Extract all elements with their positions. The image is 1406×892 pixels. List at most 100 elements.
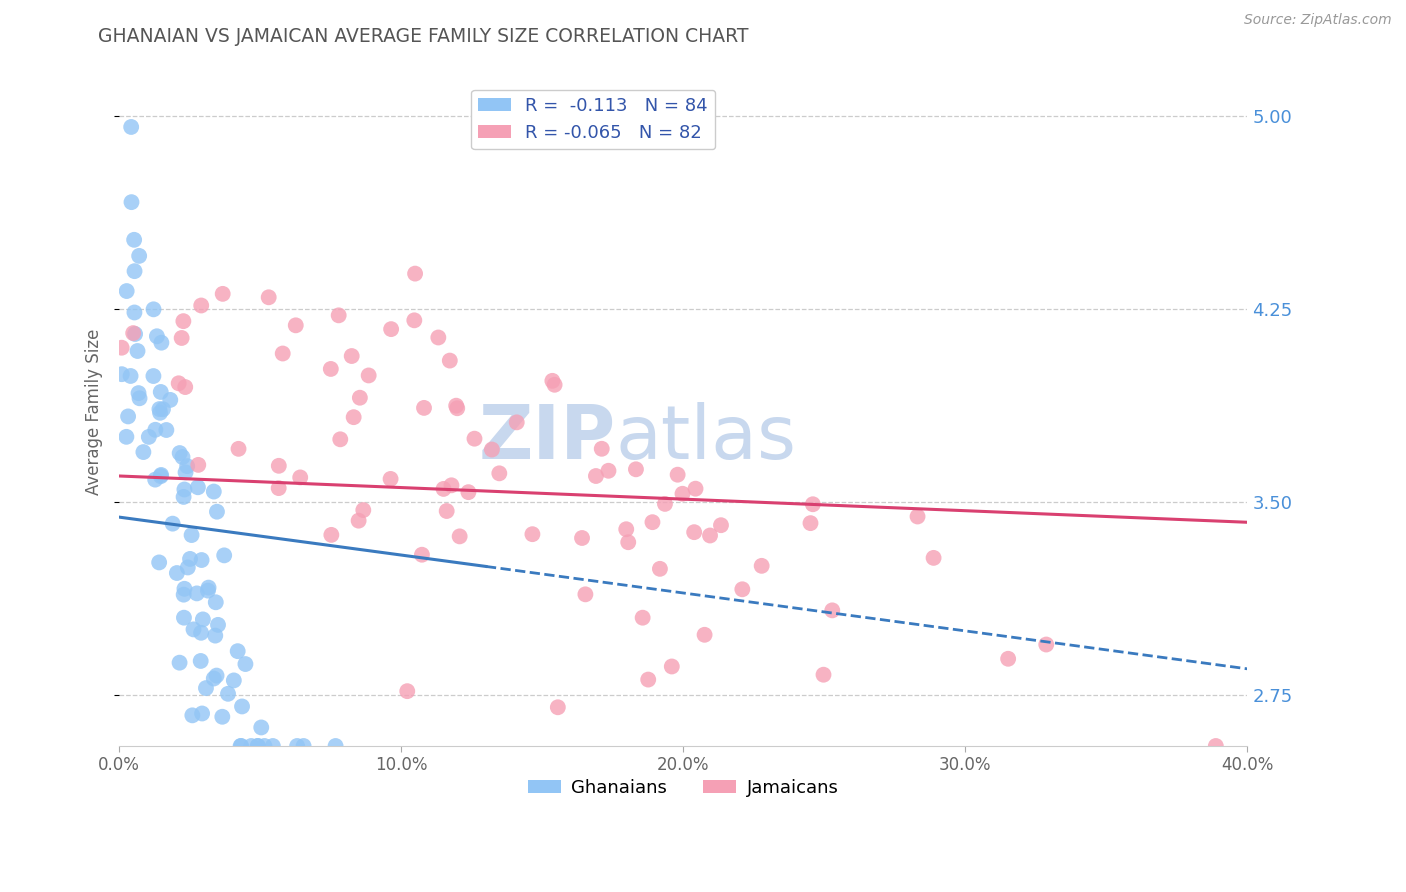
Point: [187, 458, 209, 472]
Point: [488, 467, 510, 481]
Point: [710, 518, 733, 533]
Point: [149, 406, 172, 420]
Point: [440, 478, 463, 492]
Point: [380, 322, 402, 336]
Y-axis label: Average Family Size: Average Family Size: [86, 328, 103, 495]
Point: [142, 369, 165, 384]
Legend: Ghanaians, Jamaicans: Ghanaians, Jamaicans: [520, 772, 846, 804]
Point: [228, 442, 250, 456]
Point: [173, 582, 195, 596]
Point: [235, 657, 257, 671]
Point: [120, 368, 142, 383]
Point: [641, 515, 664, 529]
Point: [190, 625, 212, 640]
Point: [404, 313, 426, 327]
Point: [115, 284, 138, 298]
Point: [231, 739, 253, 753]
Point: [543, 377, 565, 392]
Point: [1205, 739, 1227, 753]
Point: [352, 503, 374, 517]
Point: [821, 603, 844, 617]
Point: [111, 341, 134, 355]
Point: [111, 367, 134, 381]
Point: [173, 588, 195, 602]
Point: [143, 473, 166, 487]
Point: [179, 552, 201, 566]
Point: [997, 652, 1019, 666]
Point: [585, 469, 607, 483]
Point: [631, 610, 654, 624]
Point: [907, 509, 929, 524]
Point: [624, 462, 647, 476]
Point: [666, 467, 689, 482]
Point: [481, 442, 503, 457]
Point: [212, 549, 235, 563]
Point: [150, 335, 173, 350]
Point: [187, 480, 209, 494]
Point: [321, 528, 343, 542]
Point: [799, 516, 821, 530]
Point: [349, 391, 371, 405]
Point: [211, 286, 233, 301]
Point: [172, 450, 194, 464]
Point: [172, 314, 194, 328]
Point: [169, 446, 191, 460]
Point: [202, 672, 225, 686]
Point: [614, 522, 637, 536]
Point: [617, 535, 640, 549]
Point: [127, 343, 149, 358]
Point: [166, 566, 188, 580]
Point: [148, 556, 170, 570]
Point: [229, 739, 252, 753]
Point: [204, 629, 226, 643]
Point: [685, 482, 707, 496]
Point: [253, 739, 276, 753]
Point: [522, 527, 544, 541]
Point: [194, 681, 217, 695]
Point: [173, 610, 195, 624]
Point: [436, 504, 458, 518]
Point: [343, 410, 366, 425]
Point: [813, 667, 835, 681]
Point: [173, 483, 195, 497]
Point: [246, 739, 269, 753]
Point: [183, 623, 205, 637]
Point: [591, 442, 613, 456]
Point: [231, 699, 253, 714]
Point: [547, 700, 569, 714]
Point: [217, 687, 239, 701]
Point: [159, 392, 181, 407]
Point: [197, 581, 219, 595]
Point: [128, 249, 150, 263]
Point: [801, 497, 824, 511]
Point: [922, 550, 945, 565]
Point: [751, 558, 773, 573]
Point: [124, 326, 146, 341]
Text: ZIP: ZIP: [478, 402, 616, 475]
Point: [190, 298, 212, 312]
Point: [190, 553, 212, 567]
Point: [169, 656, 191, 670]
Point: [340, 349, 363, 363]
Point: [176, 459, 198, 474]
Point: [222, 673, 245, 688]
Point: [329, 433, 352, 447]
Point: [197, 583, 219, 598]
Text: atlas: atlas: [616, 402, 797, 475]
Point: [357, 368, 380, 383]
Point: [637, 673, 659, 687]
Point: [138, 430, 160, 444]
Point: [170, 331, 193, 345]
Point: [284, 318, 307, 333]
Point: [648, 562, 671, 576]
Point: [174, 380, 197, 394]
Point: [319, 362, 342, 376]
Point: [731, 582, 754, 597]
Point: [449, 529, 471, 543]
Point: [654, 497, 676, 511]
Point: [162, 516, 184, 531]
Point: [285, 739, 308, 753]
Point: [446, 401, 468, 416]
Point: [120, 120, 142, 134]
Point: [149, 384, 172, 399]
